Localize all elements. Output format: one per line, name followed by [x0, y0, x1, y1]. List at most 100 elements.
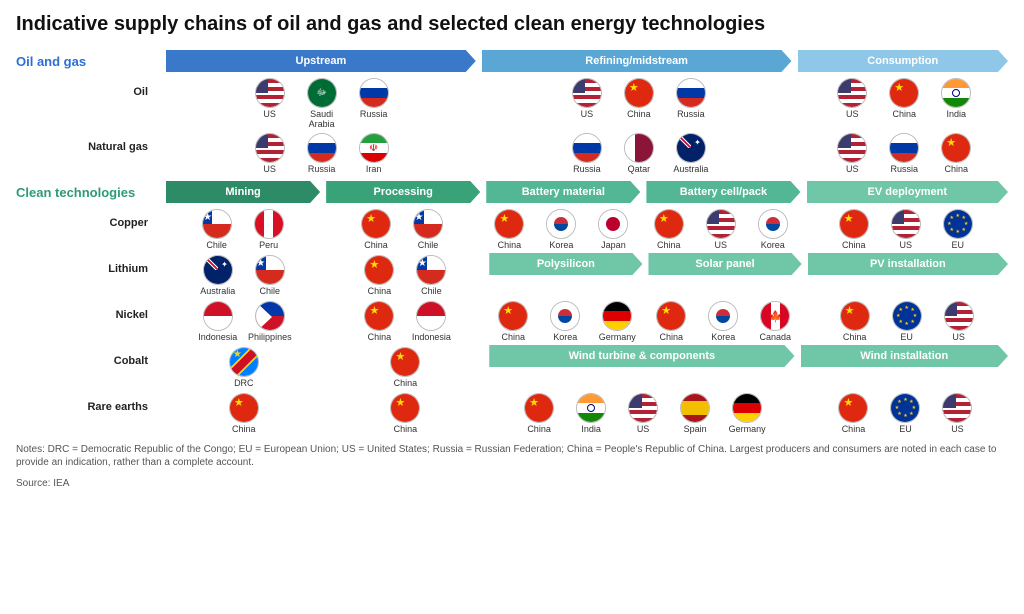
stage-header: Processing [326, 181, 480, 203]
row-rare-earths: Rare earths ★China★China★ChinaIndiaUSSpa… [16, 391, 1008, 435]
flag-saudiarabia: ﷻSaudi Arabia [300, 78, 344, 129]
flag-china: ★China [647, 209, 691, 250]
flag-group: USRussia★China [801, 131, 1009, 174]
flag-us: US [248, 78, 292, 129]
flag-china: ★China [833, 301, 877, 342]
flag-group: ★ChilePeru [166, 207, 319, 250]
flag-china: ★China [831, 393, 875, 434]
flag-qatar: Qatar [617, 133, 661, 174]
flag-us: US [935, 393, 979, 434]
chart-title: Indicative supply chains of oil and gas … [16, 12, 1008, 36]
flag-peru: Peru [247, 209, 291, 250]
flag-indonesia: Indonesia [196, 301, 240, 342]
flag-group: ✦Australia★Chile [166, 253, 322, 296]
flag-china: ★China [357, 255, 401, 296]
flag-group: ★China★★★★★★★★EUUS [803, 391, 1008, 434]
flag-australia: ✦Australia [669, 133, 713, 174]
flag-korea: Korea [543, 301, 587, 342]
flag-group: RussiaQatar✦Australia [483, 131, 794, 174]
flag-india: India [934, 78, 978, 129]
flag-chile: ★Chile [409, 255, 453, 296]
flag-group: ★China★Chile [328, 253, 484, 296]
source: Source: IEA [16, 477, 1008, 490]
stage-header: Battery material [486, 181, 640, 203]
flag-china: ★China [517, 393, 561, 434]
stage-header: PV installation [808, 253, 1008, 275]
oilgas-header-row: Oil and gas UpstreamRefining/midstreamCo… [16, 50, 1008, 72]
flag-korea: Korea [701, 301, 745, 342]
flag-eu: ★★★★★★★★EU [883, 393, 927, 434]
stage-header: Wind installation [801, 345, 1009, 367]
flag-russia: Russia [352, 78, 396, 129]
row-copper: Copper★ChilePeru★China★Chile★ChinaKoreaJ… [16, 207, 1008, 251]
row-label: Nickel [16, 299, 166, 321]
flag-china: ★China [383, 393, 427, 434]
flag-china: ★China [383, 347, 427, 388]
flag-japan: Japan [591, 209, 635, 250]
flag-group: ★ChinaKoreaJapan [485, 207, 638, 250]
stage-header: Refining/midstream [482, 50, 792, 72]
flag-chile: ★Chile [406, 209, 450, 250]
flag-korea: Korea [539, 209, 583, 250]
row-label: Oil [16, 76, 166, 98]
footnote: Notes: DRC = Democratic Republic of the … [16, 443, 1008, 469]
flag-russia: Russia [669, 78, 713, 129]
row-label: Lithium [16, 253, 166, 275]
stage-header: Solar panel [648, 253, 801, 275]
flag-china: ★China [491, 301, 535, 342]
stage-header: Polysilicon [489, 253, 642, 275]
flag-spain: Spain [673, 393, 717, 434]
flag-group: USﷻSaudi ArabiaRussia [166, 76, 477, 129]
stage-header: EV deployment [807, 181, 1009, 203]
flag-us: US [699, 209, 743, 250]
flag-indonesia: Indonesia [409, 301, 453, 342]
flag-group: US★ChinaRussia [483, 76, 794, 129]
stage-header: Consumption [798, 50, 1009, 72]
oilgas-label: Oil and gas [16, 54, 166, 69]
row-nickel: Nickel IndonesiaPhilippines★ChinaIndones… [16, 299, 1008, 343]
flag-us: US [884, 209, 928, 250]
flag-china: ★China [617, 78, 661, 129]
flag-group: ★China★Chile [325, 207, 478, 250]
flag-group: ★ChinaIndiaUSSpainGermany [489, 391, 797, 434]
flag-china: ★China [357, 301, 401, 342]
flag-group: ★ChinaUSKorea [644, 207, 797, 250]
flag-us: US [621, 393, 665, 434]
flag-group: ★ChinaKorea🍁Canada [647, 299, 799, 342]
flag-eu: ★★★★★★★★EU [936, 209, 980, 250]
flag-korea: Korea [751, 209, 795, 250]
flag-us: US [565, 78, 609, 129]
flag-chile: ★Chile [195, 209, 239, 250]
flag-germany: Germany [725, 393, 769, 434]
flag-us: US [830, 133, 874, 174]
flag-china: ★China [934, 133, 978, 174]
flag-china: ★China [222, 393, 266, 434]
flag-russia: Russia [882, 133, 926, 174]
flag-group: ★China [328, 391, 484, 434]
flag-group: ★China★★★★★★★★EUUS [805, 299, 1008, 342]
flag-philippines: Philippines [248, 301, 292, 342]
flag-us: US [830, 78, 874, 129]
flag-russia: Russia [300, 133, 344, 174]
flag-group: US★ChinaIndia [801, 76, 1009, 129]
flag-group: ★ChinaKoreaGermany [489, 299, 641, 342]
flag-australia: ✦Australia [196, 255, 240, 296]
row-label: Cobalt [16, 345, 166, 367]
row-natural-gas: Natural gasUSRussia☫IranRussiaQatar✦Aust… [16, 131, 1008, 175]
row-lithium: Lithium ✦Australia★Chile★China★ChilePoly… [16, 253, 1008, 297]
flag-china: ★China [832, 209, 876, 250]
flag-group: ★ChinaUS★★★★★★★★EU [804, 207, 1009, 250]
row-oil: OilUSﷻSaudi ArabiaRussiaUS★ChinaRussiaUS… [16, 76, 1008, 129]
row-cobalt: Cobalt ★DRC★ChinaWind turbine & componen… [16, 345, 1008, 389]
flag-china: ★China [882, 78, 926, 129]
flag-china: ★China [649, 301, 693, 342]
flag-eu: ★★★★★★★★EU [885, 301, 929, 342]
stage-header: Wind turbine & components [489, 345, 794, 367]
row-label: Copper [16, 207, 166, 229]
flag-germany: Germany [595, 301, 639, 342]
flag-india: India [569, 393, 613, 434]
flag-china: ★China [487, 209, 531, 250]
flag-group: ★China [166, 391, 322, 434]
stage-header: Mining [166, 181, 320, 203]
clean-header-row: Clean technologies MiningProcessingBatte… [16, 181, 1008, 203]
